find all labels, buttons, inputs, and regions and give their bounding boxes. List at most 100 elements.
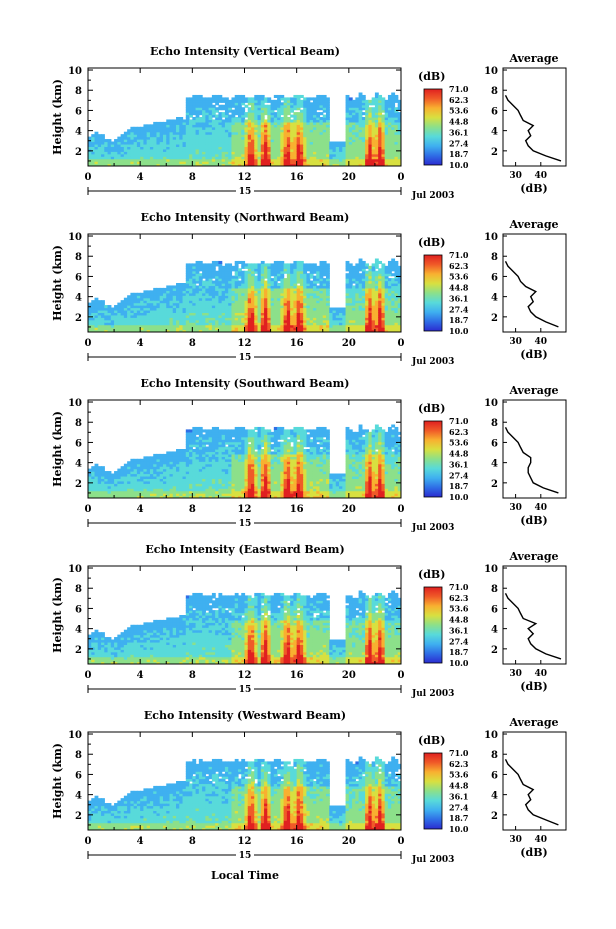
heatmap-cell: [149, 314, 154, 318]
heatmap-cell: [140, 300, 145, 304]
heatmap-cell: [348, 97, 353, 101]
heatmap-cell: [176, 163, 180, 166]
heatmap-cell: [355, 263, 360, 267]
heatmap-cell: [387, 124, 392, 128]
heatmap-cell: [146, 300, 151, 304]
heatmap-field: [88, 92, 401, 166]
heatmap-cell: [361, 260, 366, 264]
heatmap-cell: [368, 119, 373, 123]
heatmap-cell: [378, 307, 383, 311]
heatmap-cell: [283, 134, 288, 138]
heatmap-cell: [114, 163, 118, 166]
heatmap-cell: [120, 480, 125, 484]
heatmap-cell: [378, 312, 383, 316]
heatmap-cell: [329, 141, 334, 145]
heatmap-cell: [260, 300, 265, 304]
heatmap-cell: [133, 297, 138, 301]
heatmap-cell: [169, 131, 174, 135]
heatmap-cell: [127, 471, 131, 475]
heatmap-cell: [277, 153, 281, 157]
heatmap-cell: [368, 153, 373, 157]
heatmap-cell: [348, 319, 353, 323]
heatmap-cell: [176, 285, 180, 289]
heatmap-cell: [247, 322, 252, 326]
heatmap-cell: [149, 317, 154, 321]
heatmap-cell: [215, 300, 220, 304]
heatmap-cell: [172, 322, 177, 326]
heatmap-cell: [143, 322, 148, 326]
heatmap-cell: [130, 468, 135, 472]
heatmap-cell: [361, 112, 366, 116]
heatmap-cell: [368, 270, 373, 274]
heatmap-cell: [312, 297, 317, 301]
heatmap-cell: [277, 151, 281, 155]
heatmap-cell: [257, 153, 262, 157]
heatmap-cell: [387, 324, 392, 328]
heatmap-cell: [237, 124, 242, 128]
heatmap-cell: [97, 151, 102, 155]
heatmap-cell: [326, 275, 330, 279]
heatmap-cell: [374, 124, 379, 128]
heatmap-cell: [391, 134, 396, 138]
heatmap-cell: [146, 131, 151, 135]
heatmap-cell: [91, 305, 96, 309]
heatmap-cell: [231, 322, 236, 326]
heatmap-cell: [136, 131, 141, 135]
heatmap-cell: [374, 312, 379, 316]
heatmap-cell: [127, 158, 131, 162]
heatmap-cell: [94, 322, 99, 326]
heatmap-cell: [387, 158, 392, 162]
heatmap-cell: [153, 148, 158, 152]
heatmap-cell: [234, 124, 239, 128]
heatmap-cell: [185, 297, 190, 301]
heatmap-cell: [237, 129, 242, 133]
heatmap-cell: [107, 151, 112, 155]
heatmap-cell: [264, 141, 268, 145]
heatmap-cell: [215, 153, 220, 157]
heatmap-cell: [101, 475, 105, 479]
heatmap-cell: [384, 148, 389, 152]
heatmap-cell: [293, 94, 298, 98]
heatmap-cell: [257, 156, 262, 160]
heatmap-cell: [290, 324, 295, 328]
heatmap-cell: [361, 143, 366, 147]
heatmap-cell: [371, 158, 376, 162]
heatmap-cell: [140, 327, 145, 331]
heatmap-cell: [254, 309, 259, 313]
heatmap-cell: [326, 139, 330, 143]
heatmap-cell: [127, 461, 131, 465]
heatmap-cell: [378, 107, 383, 111]
heatmap-cell: [345, 312, 350, 316]
heatmap-cell: [195, 285, 200, 289]
heatmap-cell: [270, 283, 275, 287]
heatmap-cell: [120, 475, 125, 479]
heatmap-cell: [182, 119, 187, 123]
heatmap-cell: [198, 153, 203, 157]
heatmap-cell: [208, 307, 213, 311]
heatmap-cell: [88, 163, 92, 166]
heatmap-cell: [218, 104, 223, 108]
heatmap-cell: [303, 302, 308, 306]
heatmap-cell: [355, 107, 360, 111]
heatmap-cell: [107, 324, 112, 328]
heatmap-cell: [306, 102, 311, 106]
heatmap-cell: [97, 493, 102, 497]
heatmap-cell: [179, 300, 184, 304]
heatmap-cell: [306, 119, 311, 123]
heatmap-cell: [231, 121, 236, 125]
heatmap-cell: [358, 94, 363, 98]
heatmap-cell: [319, 327, 324, 331]
heatmap-cell: [169, 300, 174, 304]
heatmap-cell: [374, 163, 379, 166]
heatmap-cell: [159, 143, 164, 147]
heatmap-cell: [378, 146, 383, 150]
heatmap-cell: [234, 148, 239, 152]
heatmap-cell: [322, 300, 327, 304]
heatmap-cell: [280, 307, 285, 311]
heatmap-cell: [368, 275, 373, 279]
heatmap-cell: [368, 324, 373, 328]
heatmap-cell: [316, 134, 321, 138]
heatmap-cell: [394, 114, 399, 118]
heatmap-cell: [205, 156, 210, 160]
heatmap-cell: [244, 290, 249, 294]
